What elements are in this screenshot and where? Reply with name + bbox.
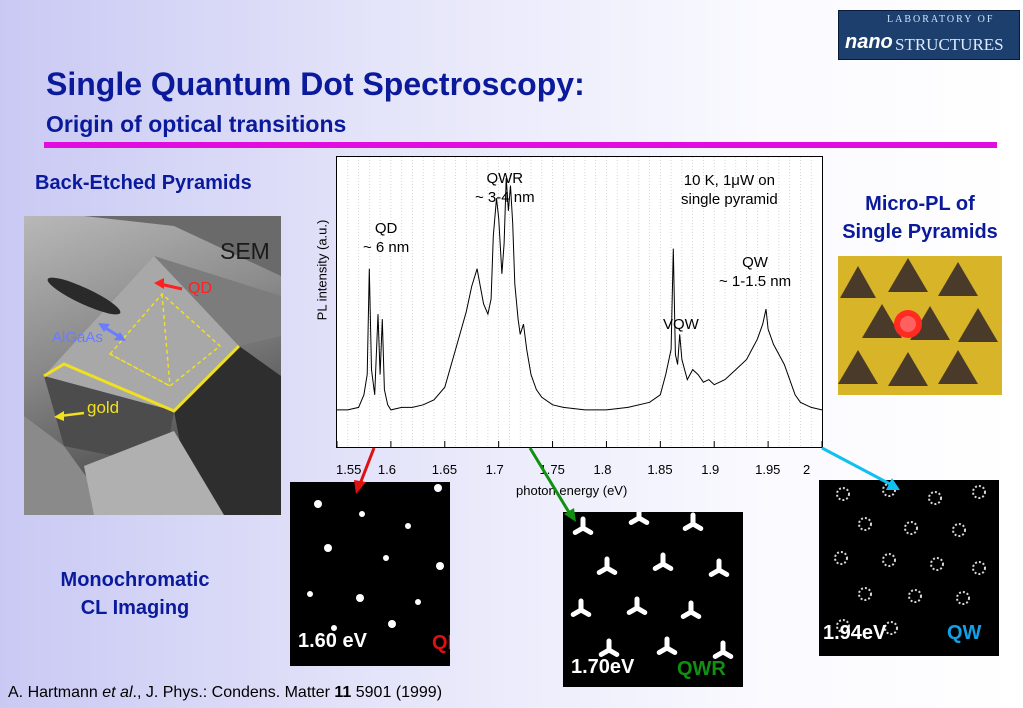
slide-title: Single Quantum Dot Spectroscopy: xyxy=(46,66,585,102)
annot-condition-line2: single pyramid xyxy=(681,191,778,208)
annot-qd: QD ~ 6 nm xyxy=(363,219,409,257)
x-tick-label: 1.6 xyxy=(377,462,396,477)
annot-qwr: QWR ~ 3-4 nm xyxy=(475,169,535,207)
citation-etal: et al xyxy=(102,684,133,701)
annot-qd-line2: ~ 6 nm xyxy=(363,239,410,256)
arrow-qw xyxy=(821,446,891,486)
x-tick-label: 2 xyxy=(803,462,811,477)
tripod-arm xyxy=(628,515,642,525)
cl-qw-rings xyxy=(834,483,986,635)
cl-qd-tag: QD xyxy=(432,632,450,654)
tripod-arm xyxy=(570,607,584,617)
annot-vqw: VQW xyxy=(663,316,699,333)
gold-label: gold xyxy=(87,398,120,417)
pl-spectrum-chart: QWR ~ 3-4 nm QD ~ 6 nm 10 K, 1μW on sing… xyxy=(336,156,823,448)
annot-qwr-line2: ~ 3-4 nm xyxy=(475,189,535,206)
chart-grid xyxy=(347,157,812,447)
qw-ring xyxy=(928,491,942,505)
micro-pl-heading-line1: Micro-PL of xyxy=(865,193,975,215)
x-axis-label: photon energy (eV) xyxy=(516,483,628,498)
citation: A. Hartmann et al., J. Phys.: Condens. M… xyxy=(8,684,442,702)
qw-ring xyxy=(836,487,850,501)
sem-heading: Back-Etched Pyramids xyxy=(35,172,252,194)
qw-ring xyxy=(834,551,848,565)
citation-journal: ., J. Phys.: Condens. Matter xyxy=(132,684,335,701)
micro-pl-heading: Micro-PL of Single Pyramids xyxy=(820,190,1020,246)
x-tick-label: 1.8 xyxy=(593,462,612,477)
tripod-arm xyxy=(680,609,694,619)
logo-nano: nano xyxy=(845,31,893,53)
x-tick-label: 1.85 xyxy=(647,462,673,477)
qw-ring xyxy=(972,561,986,575)
annot-condition: 10 K, 1μW on single pyramid xyxy=(681,171,778,209)
cl-image-qw: 1.94eV QW xyxy=(819,480,999,656)
slide-subtitle: Origin of optical transitions xyxy=(46,111,347,137)
arrow-qd xyxy=(358,447,376,485)
tripod-arm xyxy=(708,567,722,577)
qw-ring xyxy=(956,591,970,605)
arrow-qwr xyxy=(528,447,572,515)
qw-ring xyxy=(930,557,944,571)
qw-ring xyxy=(884,621,898,635)
micro-pl-heading-line2: Single Pyramids xyxy=(842,221,998,243)
lab-logo: LABORATORY OF nano STRUCTURES xyxy=(838,10,1020,60)
annot-condition-line1: 10 K, 1μW on xyxy=(683,172,775,189)
x-tick-label: 1.55 xyxy=(336,462,362,477)
cl-image-qwr: 1.70eV QWR xyxy=(563,512,743,687)
cl-heading: Monochromatic CL Imaging xyxy=(30,566,240,622)
qw-ring xyxy=(858,517,872,531)
logo-line1: LABORATORY OF xyxy=(887,14,995,25)
annot-qw-line1: QW xyxy=(742,254,768,271)
cl-qd-energy: 1.60 eV xyxy=(298,630,367,652)
qd-label: QD xyxy=(188,280,212,297)
tripod-arm xyxy=(596,565,610,575)
qw-ring xyxy=(908,589,922,603)
cl-qwr-tripods xyxy=(570,512,734,659)
cl-qwr-tag: QWR xyxy=(677,658,726,680)
citation-rest: 5901 (1999) xyxy=(351,684,443,701)
qw-ring xyxy=(904,521,918,535)
tripod-arm xyxy=(652,561,666,571)
citation-author: A. Hartmann xyxy=(8,684,103,701)
annot-qw-line2: ~ 1-1.5 nm xyxy=(719,273,792,290)
x-tick-label: 1.65 xyxy=(431,462,458,477)
tripod-arm xyxy=(626,605,640,615)
qw-ring xyxy=(858,587,872,601)
tripod-arm xyxy=(712,649,726,659)
sem-image: SEM QD AlGaAs gold xyxy=(24,216,281,515)
pl-spectrum-plot xyxy=(336,157,823,447)
tripod-arm xyxy=(682,521,696,531)
title-divider xyxy=(44,142,997,148)
tripod-arm xyxy=(598,647,612,657)
logo-structures: STRUCTURES xyxy=(895,35,1004,54)
algaas-label: AlGaAs xyxy=(52,329,103,346)
cl-heading-line1: Monochromatic xyxy=(60,569,210,591)
sem-label: SEM xyxy=(220,238,270,264)
x-tick-label: 1.9 xyxy=(701,462,720,477)
cl-qd-dots xyxy=(307,484,444,631)
qw-ring xyxy=(836,619,850,633)
cl-heading-line2: CL Imaging xyxy=(80,597,190,619)
pl-spectrum-line xyxy=(337,177,823,411)
citation-volume: 11 xyxy=(334,684,352,701)
annot-qw: QW ~ 1-1.5 nm xyxy=(719,253,791,291)
cl-qw-tag: QW xyxy=(947,622,982,644)
x-tick-labels: 1.55 1.6 1.65 1.7 1.75 1.8 1.85 1.9 1.95 2 xyxy=(336,462,821,480)
cl-qw-energy: 1.94eV xyxy=(823,622,887,644)
tripod-arm xyxy=(572,525,586,535)
micro-pl-image xyxy=(838,256,1002,395)
tripod-arm xyxy=(656,645,670,655)
cl-image-qd: 1.60 eV QD xyxy=(290,482,450,666)
micro-pl-drawing xyxy=(838,256,1002,395)
annot-qd-line1: QD xyxy=(374,220,398,237)
annot-qwr-line1: QWR xyxy=(486,170,524,187)
cl-qwr-energy: 1.70eV xyxy=(571,656,635,678)
sem-drawing xyxy=(24,216,281,515)
qw-ring xyxy=(952,523,966,537)
qw-ring xyxy=(972,485,986,499)
qw-ring xyxy=(882,553,896,567)
x-tick-label: 1.95 xyxy=(755,462,781,477)
x-tick-label: 1.7 xyxy=(485,462,504,477)
